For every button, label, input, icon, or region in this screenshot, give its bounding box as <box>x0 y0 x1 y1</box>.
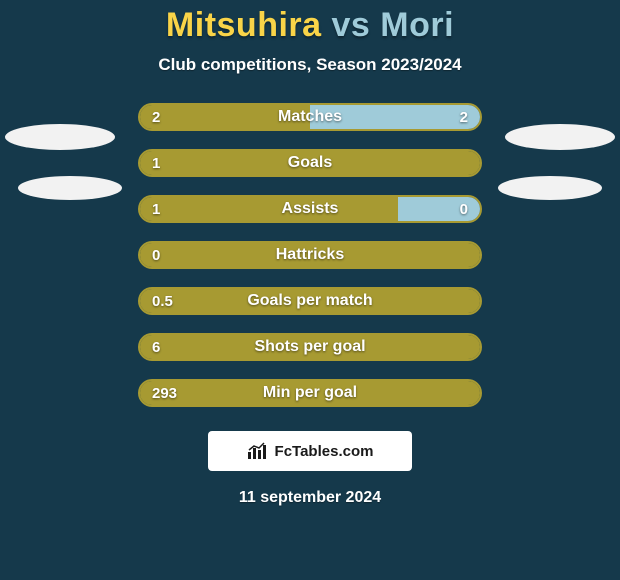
stat-row: 0.5Goals per match <box>138 287 482 315</box>
team-badge-right-1 <box>505 124 615 150</box>
stat-row: 293Min per goal <box>138 379 482 407</box>
stat-label: Matches <box>140 105 480 129</box>
stats-list: 22Matches 1Goals 10Assists 0Hattricks 0.5Goa… <box>0 103 620 407</box>
stat-label: Goals <box>140 151 480 175</box>
team-badge-left-2 <box>18 176 122 200</box>
stat-label: Min per goal <box>140 381 480 405</box>
card-subtitle: Club competitions, Season 2023/2024 <box>0 55 620 75</box>
player2-name: Mori <box>380 6 454 44</box>
title-vs: vs <box>332 6 371 44</box>
player1-name: Mitsuhira <box>166 6 322 44</box>
source-badge-text: FcTables.com <box>275 443 374 460</box>
card-title: Mitsuhira vs Mori <box>0 0 620 45</box>
stat-row: 6Shots per goal <box>138 333 482 361</box>
source-badge: FcTables.com <box>208 431 412 471</box>
card-date: 11 september 2024 <box>0 489 620 507</box>
stat-row: 1Goals <box>138 149 482 177</box>
team-badge-right-2 <box>498 176 602 200</box>
stat-label: Shots per goal <box>140 335 480 359</box>
stat-row: 10Assists <box>138 195 482 223</box>
stat-row: 0Hattricks <box>138 241 482 269</box>
stat-label: Goals per match <box>140 289 480 313</box>
comparison-card: Mitsuhira vs Mori Club competitions, Sea… <box>0 0 620 580</box>
stat-row: 22Matches <box>138 103 482 131</box>
team-badge-left-1 <box>5 124 115 150</box>
stat-label: Assists <box>140 197 480 221</box>
stat-label: Hattricks <box>140 243 480 267</box>
bar-chart-icon <box>247 442 269 460</box>
